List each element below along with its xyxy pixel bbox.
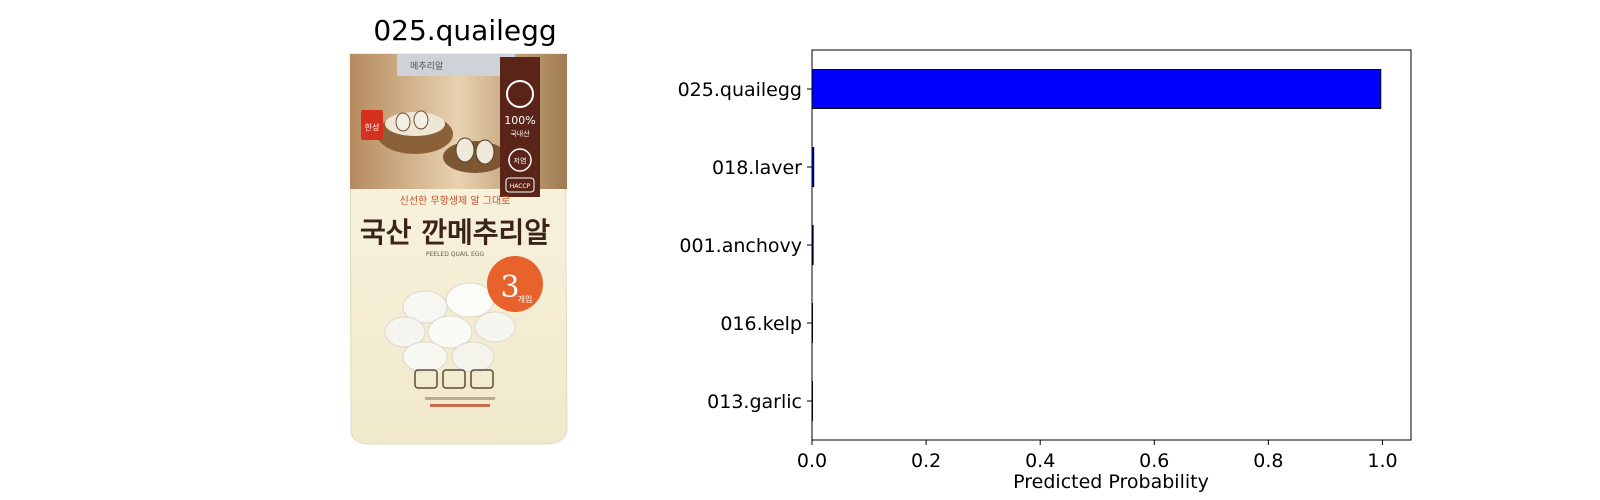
x-axis-label: Predicted Probability: [1013, 471, 1209, 493]
image-title: 025.quailegg: [373, 14, 557, 47]
badge-100-sub: 국내산: [510, 129, 530, 138]
package-main-text: 국산 깐메추리알: [360, 216, 550, 249]
product-photo: 메추리알 100% 국내산 저염 HACCP 한성 신선한 무항생제 알 그대로…: [265, 52, 665, 452]
package-sub-text: PEELED QUAIL EGG: [426, 251, 485, 258]
x-tick-label: 0.6: [1139, 450, 1169, 472]
y-tick-label: 013.garlic: [707, 391, 802, 413]
package-tagline: 신선한 무항생제 알 그대로: [400, 195, 511, 207]
x-tick-label: 0.4: [1025, 450, 1055, 472]
badge-100: 100%: [504, 114, 535, 127]
x-tick-label: 1.0: [1367, 450, 1397, 472]
y-tick-label: 025.quailegg: [678, 79, 802, 101]
x-tick-label: 0.8: [1253, 450, 1283, 472]
package-top-tab: 메추리알: [410, 61, 443, 72]
brand-logo: 한성: [365, 123, 380, 132]
y-tick-label: 001.anchovy: [679, 235, 802, 257]
sticker-label: 개입: [518, 294, 533, 304]
y-tick-label: 018.laver: [712, 157, 802, 179]
x-tick-label: 0.0: [797, 450, 827, 472]
y-tick-label: 016.kelp: [720, 313, 802, 335]
bar-025.quailegg: [811, 69, 1382, 109]
badge-haccp: HACCP: [510, 183, 531, 190]
sticker-number: 3: [500, 270, 519, 305]
x-tick-label: 0.2: [911, 450, 941, 472]
badge-low-salt: 저염: [514, 156, 527, 165]
